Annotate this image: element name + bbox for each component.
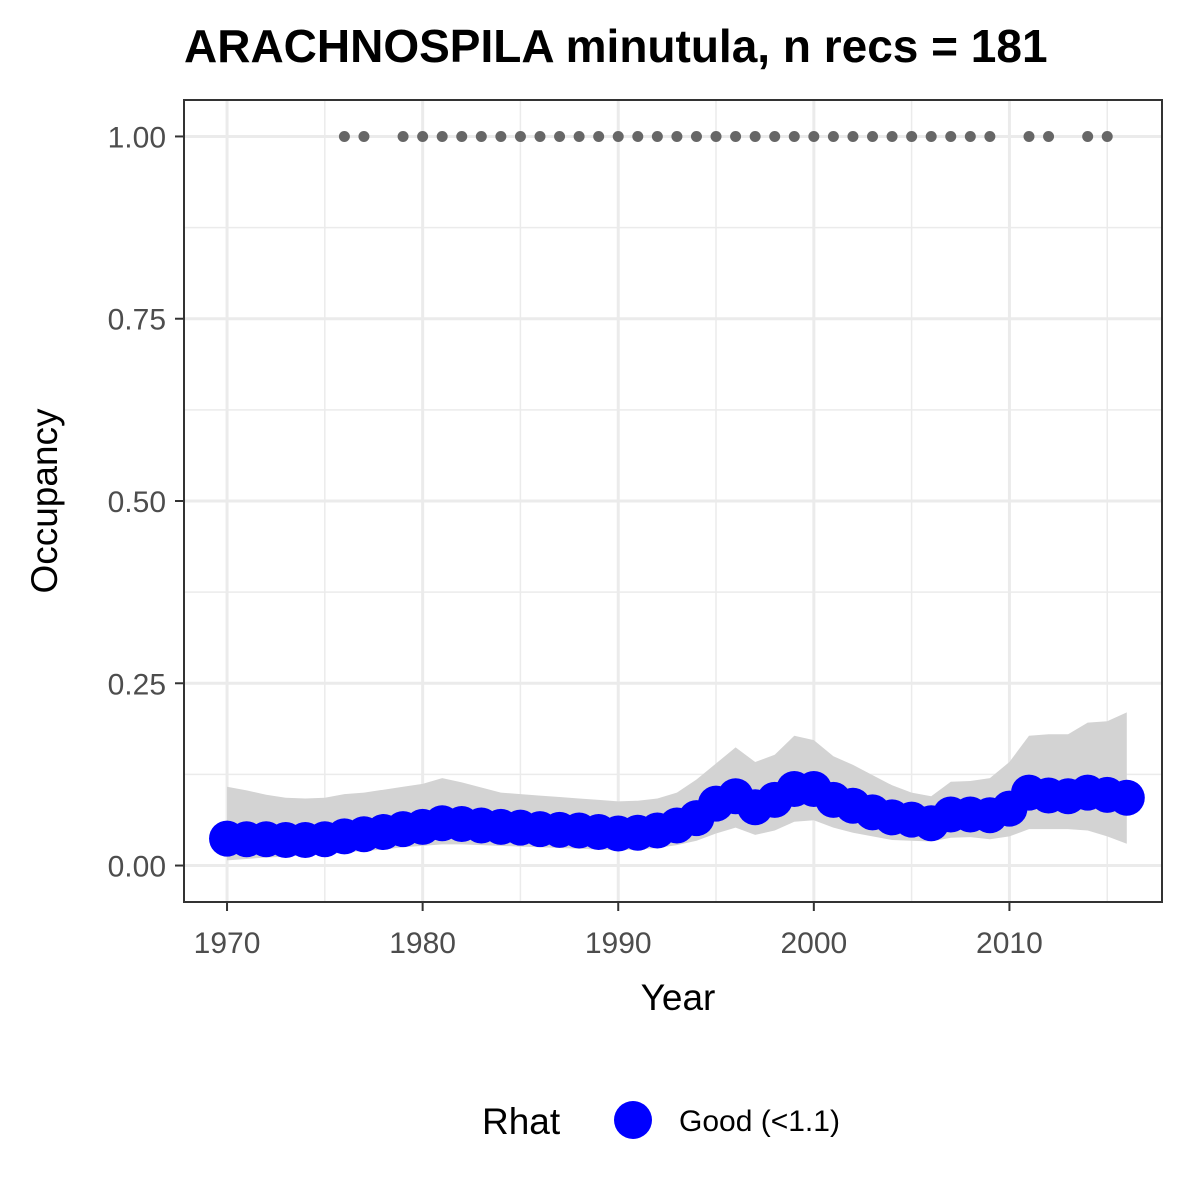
record-point [1101,130,1113,142]
legend-title: Rhat [482,1101,561,1142]
record-point [964,130,976,142]
record-point [397,130,409,142]
record-point [573,130,585,142]
legend: Rhat Good (<1.1) [482,1101,840,1142]
record-point [612,130,624,142]
record-point [984,130,996,142]
record-point [514,130,526,142]
record-point [749,130,761,142]
record-point [436,130,448,142]
record-point [945,130,957,142]
data-point [1108,779,1145,816]
record-point [651,130,663,142]
record-point [358,130,370,142]
record-point [827,130,839,142]
x-tick-label: 1980 [389,927,456,960]
record-point [534,130,546,142]
y-tick-label: 0.25 [108,668,166,701]
record-point [867,130,879,142]
record-point [730,130,742,142]
y-tick-label: 1.00 [108,121,166,154]
record-point [495,130,507,142]
record-point [338,130,350,142]
record-point [847,130,859,142]
record-point [671,130,683,142]
record-point [925,130,937,142]
legend-key-good [614,1101,652,1139]
record-point [632,130,644,142]
record-point [475,130,487,142]
record-point [1023,130,1035,142]
record-point [554,130,566,142]
record-point [1043,130,1055,142]
legend-label-good: Good (<1.1) [679,1105,840,1138]
record-point [593,130,605,142]
x-tick-label: 2000 [780,927,847,960]
record-points-layer [338,130,1113,142]
record-point [769,130,781,142]
record-point [710,130,722,142]
x-axis-title: Year [641,977,716,1018]
x-tick-label: 1970 [194,927,261,960]
axes: 0.00 0.25 0.50 0.75 1.00 1970 1980 1990 2000 2010 [108,121,1043,960]
record-point [1082,130,1094,142]
y-axis-title: Occupancy [24,408,65,594]
record-point [417,130,429,142]
record-point [886,130,898,142]
record-point [456,130,468,142]
y-tick-label: 0.75 [108,304,166,337]
y-tick-label: 0.00 [108,851,166,884]
chart-title: ARACHNOSPILA minutula, n recs = 181 [184,20,1048,72]
x-tick-label: 2010 [976,927,1043,960]
record-point [690,130,702,142]
x-tick-label: 1990 [585,927,652,960]
y-tick-label: 0.50 [108,486,166,519]
record-point [906,130,918,142]
record-point [788,130,800,142]
series-layer [209,770,1145,859]
record-point [808,130,820,142]
